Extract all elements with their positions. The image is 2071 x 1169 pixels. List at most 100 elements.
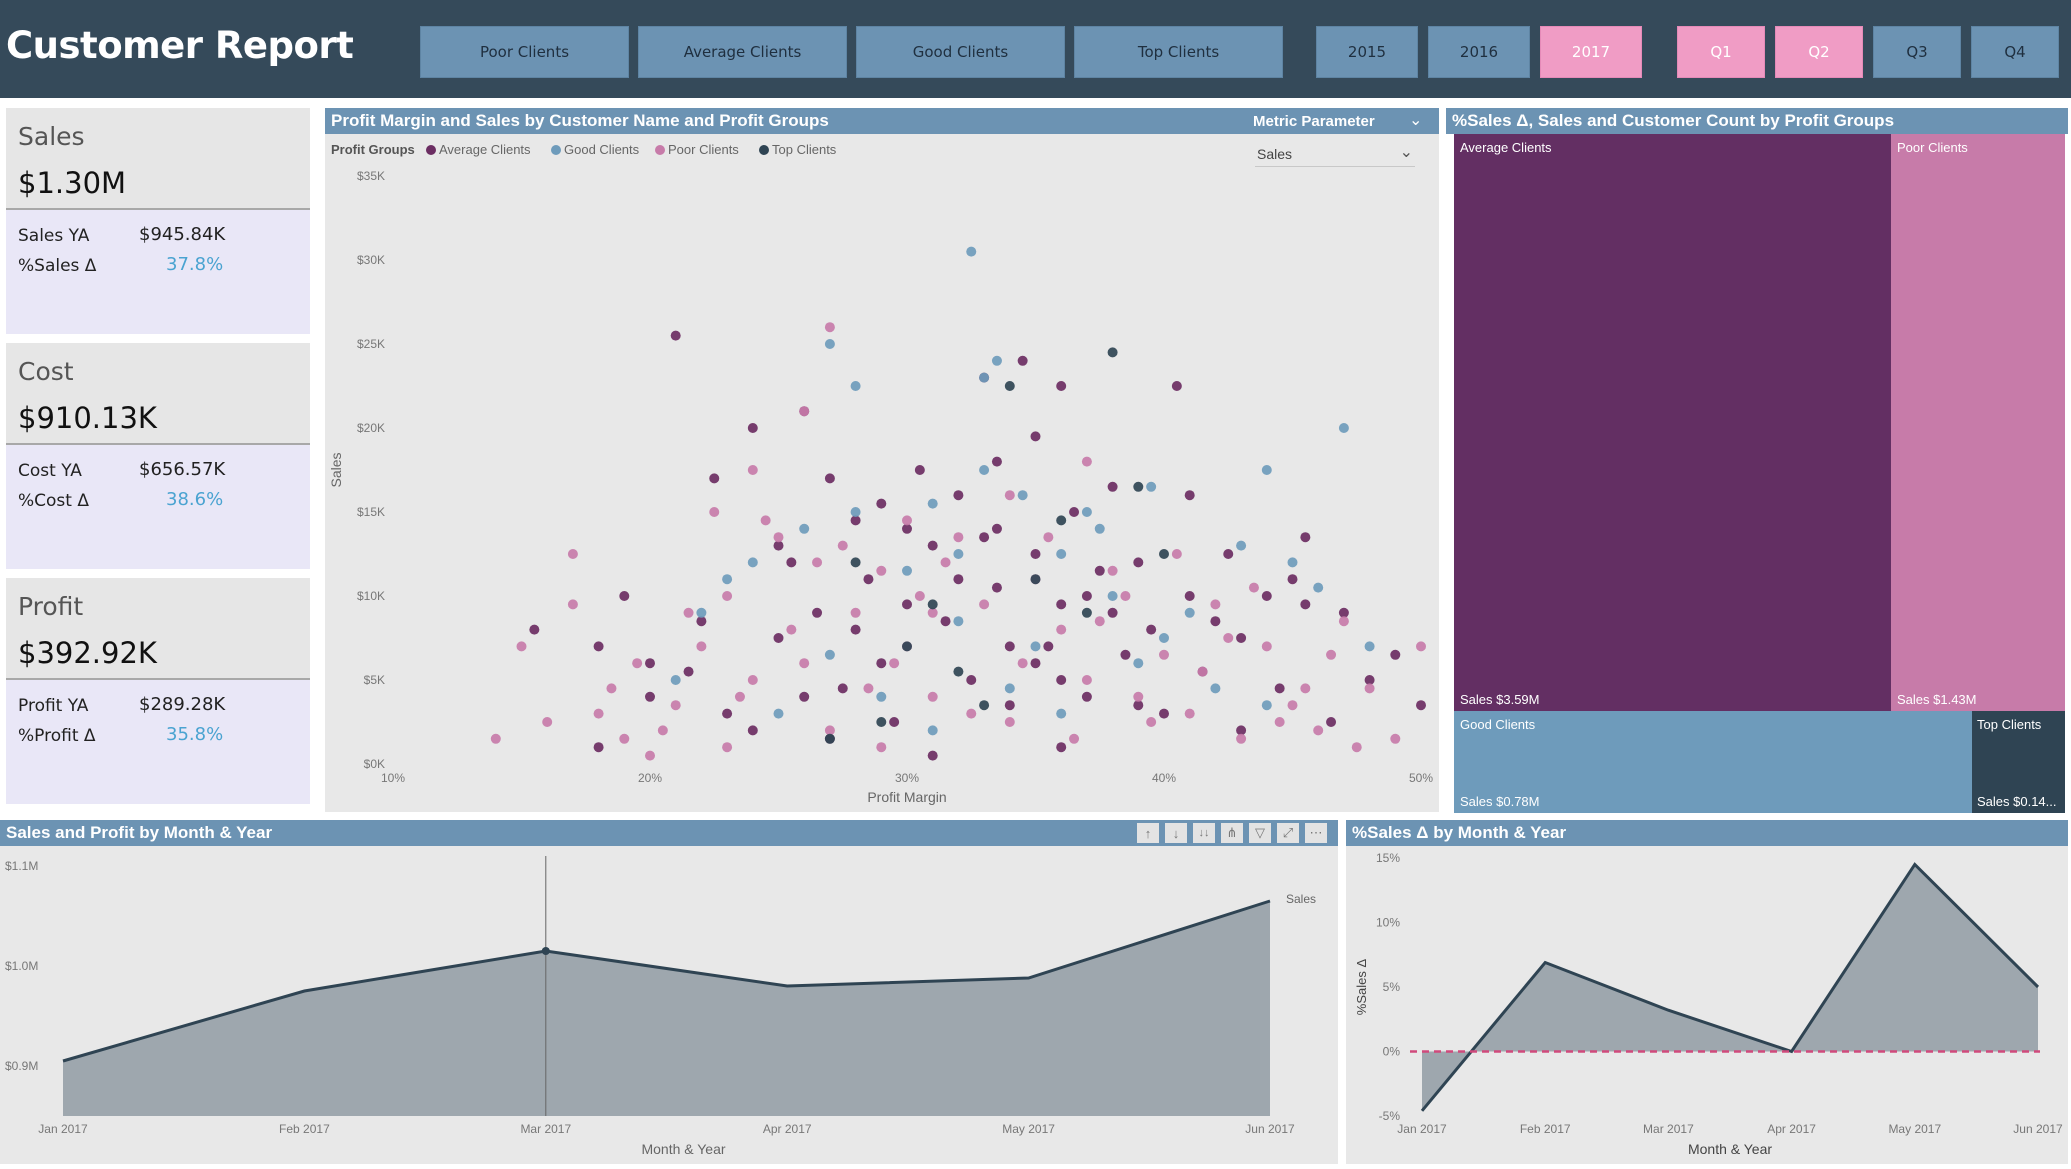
metric-parameter-dropdown[interactable]: Sales ⌄ [1255, 144, 1415, 167]
scatter-point [902, 523, 912, 534]
tile-label: Poor Clients [1897, 140, 1968, 155]
drill-down-icon[interactable]: ↓ [1165, 823, 1187, 843]
scatter-point [1069, 733, 1080, 744]
scatter-point [1133, 481, 1144, 492]
scatter-point [1326, 717, 1337, 727]
scatter-point [991, 523, 1002, 534]
slicer-year-2015[interactable]: 2015 [1316, 26, 1418, 78]
kpi-profit-ya-label: Profit YA [18, 696, 89, 716]
scatter-point [1236, 733, 1247, 744]
y-tick-label: 5% [1383, 980, 1401, 994]
treemap-tile-good[interactable]: Good Clients Sales $0.78M [1454, 711, 1972, 813]
scatter-point [1261, 641, 1272, 652]
scatter-point [1107, 481, 1118, 492]
scatter-point [824, 322, 835, 333]
scatter-point [1056, 624, 1067, 635]
scatter-point [747, 675, 758, 685]
chevron-down-icon[interactable]: ⌄ [1409, 112, 1423, 129]
slicer-top-clients[interactable]: Top Clients [1074, 26, 1283, 78]
scatter-point [799, 406, 810, 417]
scatter-point [1030, 574, 1041, 585]
focus-mode-icon[interactable]: ⤢ [1277, 823, 1299, 843]
report-header: Customer Report Poor Clients Average Cli… [0, 0, 2071, 98]
scatter-chart[interactable]: Profit Groups Average Clients Good Clients… [325, 108, 1439, 812]
metric-parameter-value: Sales [1257, 146, 1293, 162]
scatter-point [1184, 607, 1195, 618]
y-tick-label: $0.9M [5, 1059, 38, 1073]
tile-fill [1891, 134, 2065, 711]
scatter-point [1146, 624, 1157, 635]
scatter-point [773, 633, 784, 643]
treemap-tile-poor[interactable]: Poor Clients Sales $1.43M [1891, 134, 2065, 711]
y-tick-label: $20K [357, 421, 385, 435]
slicer-year-2016[interactable]: 2016 [1428, 26, 1530, 78]
scatter-point [1416, 700, 1426, 711]
scatter-point [760, 515, 771, 526]
scatter-panel[interactable]: Profit Margin and Sales by Customer Name… [325, 108, 1439, 812]
sales-area-panel[interactable]: Sales and Profit by Month & Year ↑ ↓ ↓↓ … [0, 820, 1338, 1164]
slicer-average-clients[interactable]: Average Clients [638, 26, 847, 78]
scatter-point [1004, 490, 1015, 501]
scatter-point [1248, 582, 1259, 593]
drill-up-icon[interactable]: ↑ [1137, 823, 1159, 843]
delta-area-panel[interactable]: %Sales Δ by Month & Year 15% 10% 5% 0% -5% Ja… [1346, 820, 2068, 1164]
kpi-cost-ya-label: Cost YA [18, 461, 82, 481]
more-options-icon[interactable]: ⋯ [1305, 823, 1327, 843]
scatter-point [1287, 557, 1298, 568]
tile-value: Sales $1.43M [1897, 692, 1977, 707]
kpi-card-sales: Sales $1.30M Sales YA $945.84K %Sales Δ … [6, 108, 310, 334]
scatter-point [1223, 633, 1234, 643]
treemap-panel[interactable]: %Sales Δ, Sales and Customer Count by Pr… [1446, 108, 2068, 813]
scatter-point [914, 591, 925, 601]
slicer-year-2017[interactable]: 2017 [1540, 26, 1642, 78]
slicer-poor-clients[interactable]: Poor Clients [420, 26, 629, 78]
delta-area-chart[interactable]: 15% 10% 5% 0% -5%Jan 2017 Feb 2017 Mar 2017 Apr… [1346, 820, 2068, 1164]
scatter-point [824, 725, 835, 736]
scatter-point [1300, 532, 1311, 543]
filter-icon[interactable]: ▽ [1249, 823, 1271, 843]
legend-marker [655, 145, 665, 155]
delta-area-fill [1422, 864, 2038, 1111]
tile-fill [1972, 711, 2065, 813]
scatter-point [1416, 641, 1426, 652]
scatter-point [850, 507, 861, 517]
scatter-point [876, 717, 887, 727]
scatter-point [1287, 574, 1298, 585]
next-level-icon[interactable]: ↓↓ [1193, 823, 1215, 843]
treemap-tile-average[interactable]: Average Clients Sales $3.59M [1454, 134, 1891, 711]
kpi-card-profit: Profit $392.92K Profit YA $289.28K %Prof… [6, 578, 310, 804]
x-tick-label: Jan 2017 [1397, 1122, 1447, 1136]
scatter-point [1081, 675, 1092, 685]
slicer-good-clients[interactable]: Good Clients [856, 26, 1065, 78]
slicer-q2[interactable]: Q2 [1775, 26, 1863, 78]
y-tick-label: 15% [1376, 851, 1400, 865]
treemap-tile-top[interactable]: Top Clients Sales $0.14... [1972, 711, 2065, 813]
kpi-sales-ya-label: Sales YA [18, 226, 90, 246]
scatter-point [645, 691, 655, 702]
slicer-q3[interactable]: Q3 [1873, 26, 1961, 78]
x-axis-title: Month & Year [641, 1141, 725, 1157]
y-tick-label: $30K [357, 253, 385, 267]
scatter-point [1043, 532, 1054, 543]
scatter-point [1107, 347, 1118, 358]
slicer-q1[interactable]: Q1 [1677, 26, 1765, 78]
scatter-point [979, 700, 990, 711]
expand-hierarchy-icon[interactable]: ⋔ [1221, 823, 1243, 843]
sales-area-title: Sales and Profit by Month & Year [0, 820, 1338, 846]
x-tick-label: 30% [895, 771, 919, 785]
scatter-point [876, 691, 887, 702]
scatter-point [619, 591, 630, 601]
legend-item: Good Clients [564, 142, 640, 157]
scatter-point [902, 565, 912, 576]
slicer-q4[interactable]: Q4 [1971, 26, 2059, 78]
scatter-point [1236, 540, 1247, 551]
scatter-point [709, 507, 720, 517]
scatter-point [567, 599, 578, 610]
x-tick-label: Apr 2017 [763, 1122, 812, 1136]
scatter-point [1338, 607, 1349, 618]
scatter-point [1043, 641, 1054, 652]
x-tick-label: Jun 2017 [2013, 1122, 2063, 1136]
scatter-point [786, 557, 797, 568]
scatter-point [966, 675, 977, 685]
sales-area-chart[interactable]: $1.1M $1.0M $0.9M Sales Jan 2017 Feb 2017 Mar … [0, 820, 1338, 1164]
